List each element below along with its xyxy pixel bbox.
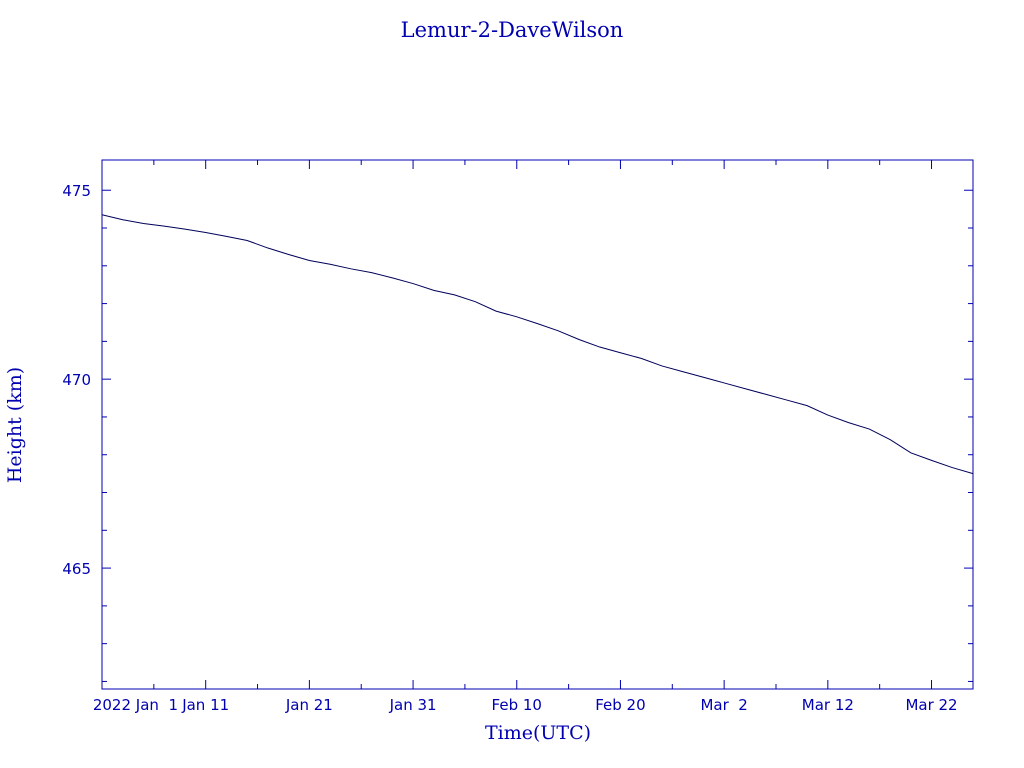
x-axis-label: Time(UTC) xyxy=(485,722,591,744)
x-tick-label: Feb 20 xyxy=(595,696,645,714)
plot-frame xyxy=(101,159,974,690)
x-tick-label: Jan 31 xyxy=(389,696,437,714)
y-tick-label: 475 xyxy=(62,182,91,200)
x-tick-label: Mar 2 xyxy=(700,696,747,714)
x-tick-labels: 2022 Jan 1 Jan 11 Jan 21 Jan 31 Feb 10 Feb 20… xyxy=(93,696,958,714)
y-tick-label: 465 xyxy=(62,560,91,578)
y-axis-label: Height (km) xyxy=(4,367,26,483)
tick-marks xyxy=(101,160,973,689)
x-tick-label: Feb 10 xyxy=(492,696,542,714)
x-tick-label: Mar 22 xyxy=(905,696,957,714)
chart-title: Lemur-2-DaveWilson xyxy=(401,18,624,42)
y-tick-label: 470 xyxy=(62,371,91,389)
x-tick-label: Jan 11 xyxy=(181,696,229,714)
x-tick-label: Jan 21 xyxy=(285,696,333,714)
x-tick-label: 2022 Jan 1 xyxy=(93,696,178,714)
x-tick-label: Mar 12 xyxy=(802,696,854,714)
y-tick-labels: 465 470 475 xyxy=(62,182,91,578)
series-line-height xyxy=(101,214,974,475)
